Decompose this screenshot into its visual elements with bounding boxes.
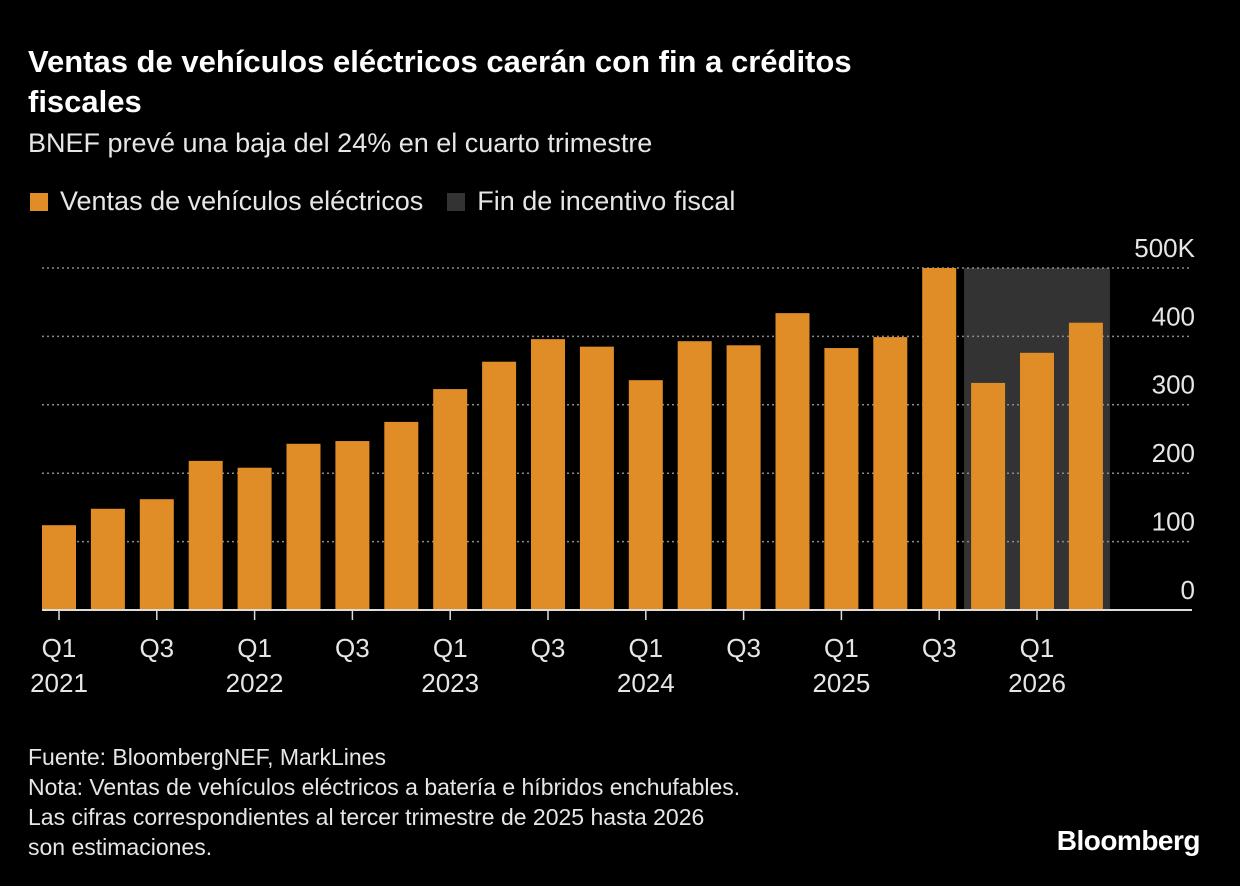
bar xyxy=(971,382,1006,610)
bar xyxy=(922,268,957,610)
x-tick-label: Q1 xyxy=(237,633,272,663)
bar xyxy=(139,499,174,610)
bar xyxy=(1068,322,1103,610)
bar xyxy=(873,337,908,610)
bar xyxy=(42,525,76,610)
bar xyxy=(90,508,125,610)
x-tick-label: Q3 xyxy=(139,633,174,663)
x-year-label: 2026 xyxy=(1008,668,1066,698)
x-tick-label: Q1 xyxy=(42,633,77,663)
x-year-label: 2022 xyxy=(226,668,284,698)
x-tick-label: Q1 xyxy=(433,633,468,663)
legend-label: Ventas de vehículos eléctricos xyxy=(60,186,424,216)
bar xyxy=(677,341,712,610)
x-tick-label: Q1 xyxy=(824,633,859,663)
note: Las cifras correspondientes al tercer tr… xyxy=(28,804,705,830)
bar xyxy=(824,348,859,610)
bar xyxy=(1020,352,1054,610)
bar xyxy=(433,389,468,610)
footer: Fuente: BloombergNEF, MarkLines Nota: Ve… xyxy=(28,742,740,862)
legend-label: Fin de incentivo fiscal xyxy=(477,186,736,216)
y-tick-label: 500K xyxy=(1134,233,1195,263)
source: Fuente: BloombergNEF, MarkLines xyxy=(28,744,386,770)
x-year-label: 2021 xyxy=(30,668,88,698)
bar xyxy=(775,313,810,610)
bar xyxy=(384,421,419,610)
y-tick-label: 0 xyxy=(1181,575,1195,605)
legend-swatch xyxy=(447,192,466,211)
bar xyxy=(482,361,517,610)
bar xyxy=(237,467,272,610)
x-tick-label: Q3 xyxy=(922,633,957,663)
bar xyxy=(628,380,663,610)
bar xyxy=(579,346,614,610)
bar xyxy=(286,443,321,610)
bar xyxy=(531,339,565,610)
x-year-label: 2025 xyxy=(812,668,870,698)
chart-subtitle: BNEF prevé una baja del 24% en el cuarto… xyxy=(28,128,653,158)
y-tick-label: 300 xyxy=(1152,370,1195,400)
x-tick-label: Q1 xyxy=(628,633,663,663)
x-year-label: 2023 xyxy=(421,668,479,698)
chart-title: Ventas de vehículos eléctricos caerán co… xyxy=(28,44,852,119)
bar xyxy=(726,345,761,610)
note: son estimaciones. xyxy=(28,834,213,860)
x-year-label: 2024 xyxy=(617,668,675,698)
x-tick-label: Q3 xyxy=(335,633,370,663)
legend-swatch xyxy=(30,192,48,211)
bar xyxy=(188,460,223,610)
note: Nota: Ventas de vehículos eléctricos a b… xyxy=(28,774,741,800)
legend: Ventas de vehículos eléctricos Fin de in… xyxy=(30,186,759,217)
y-tick-label: 100 xyxy=(1152,506,1195,536)
x-tick-label: Q3 xyxy=(726,633,761,663)
brand-logo: Bloomberg xyxy=(1056,825,1201,856)
bar xyxy=(335,441,370,610)
y-tick-label: 200 xyxy=(1152,438,1195,468)
x-tick-label: Q1 xyxy=(1020,633,1055,663)
y-tick-label: 400 xyxy=(1152,301,1195,331)
x-tick-label: Q3 xyxy=(531,633,566,663)
